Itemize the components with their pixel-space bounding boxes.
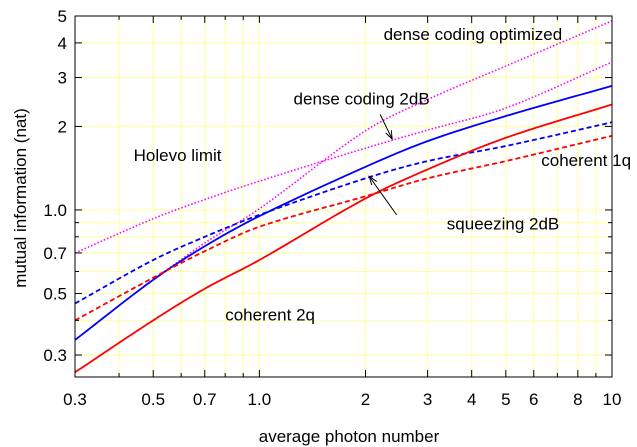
annotation-label: dense coding optimized [384,25,563,44]
y-tick-label: 1.0 [43,201,67,220]
x-tick-label: 0.3 [63,390,87,409]
x-tick-label: 4 [467,390,476,409]
annotation-arrowhead [368,175,378,186]
annotation-label: dense coding 2dB [294,89,430,108]
x-tick-label: 8 [573,390,582,409]
series-line-dense_opt [152,20,613,281]
x-axis-title: average photon number [259,427,440,446]
y-tick-label: 4 [58,34,67,53]
x-tick-label: 1.0 [248,390,272,409]
series-line-holevo [74,61,613,254]
x-tick-label: 3 [423,390,432,409]
y-tick-label: 0.3 [43,346,67,365]
annotation-label: Holevo limit [134,146,222,165]
annotation-arrow [379,114,393,140]
y-tick-label: 5 [58,7,67,26]
x-tick-label: 6 [529,390,538,409]
annotation-arrow [368,176,398,216]
y-tick-label: 0.7 [43,244,67,263]
x-tick-label: 2 [361,390,370,409]
annotation-label: coherent 1q [541,151,631,170]
plot-border [74,15,613,378]
x-tick-label: 0.5 [141,390,165,409]
annotation-label: coherent 2q [225,305,315,324]
series-line-dense_2db [74,85,613,341]
series-line-coherent_2q [74,103,613,374]
x-tick-label: 0.7 [193,390,217,409]
plot-frame [74,15,613,378]
series-group [74,20,613,374]
y-axis-title: mutual information (nat) [11,108,30,288]
series-line-coherent_1q [74,134,613,322]
y-tick-label: 2 [58,117,67,136]
x-tick-label: 10 [603,390,622,409]
annotation-label: squeezing 2dB [447,215,559,234]
x-tick-label: 5 [501,390,510,409]
annotation-arrowhead [385,130,393,141]
annotations: dense coding optimized dense coding 2dB Ho… [134,25,631,324]
grid [74,15,613,377]
y-tick-label: 3 [58,69,67,88]
series-line-squeeze_2db [74,121,613,305]
y-tick-label: 0.5 [43,284,67,303]
